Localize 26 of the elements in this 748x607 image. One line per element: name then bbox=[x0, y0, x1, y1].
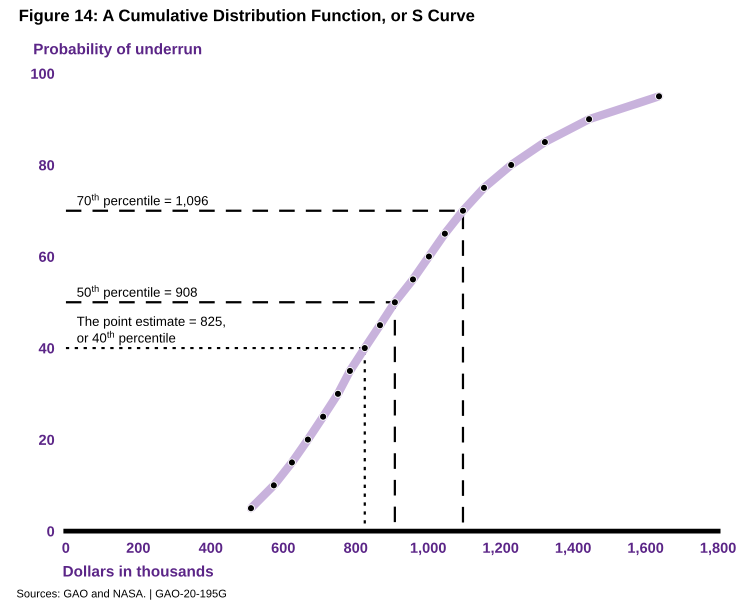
y-tick-label: 0 bbox=[47, 526, 54, 537]
x-axis-title: Dollars in thousands bbox=[64, 565, 214, 577]
annotation: The point estimate = 825, or 40$^{th}$ percentile bbox=[76, 316, 225, 346]
x-tick-label: 1,400 bbox=[556, 542, 591, 556]
chart-title: Figure 14: A Cumulative Distribution Function, or S Curve bbox=[20, 9, 474, 25]
y-tick-label: 40 bbox=[38, 343, 54, 354]
x-tick-label: 400 bbox=[198, 542, 222, 553]
source-note: Sources: GAO and NASA. | GAO-20-195G bbox=[16, 589, 226, 600]
point bbox=[459, 206, 467, 215]
y-tick-label: 20 bbox=[39, 434, 54, 446]
annotation: 50$^{th}$ percentile = 908 bbox=[77, 285, 197, 300]
y-tick-label: 100 bbox=[31, 68, 54, 79]
y-axis-title: Probability of underrun bbox=[34, 43, 202, 58]
annotation: 70$^{th}$ percentile = 1,096 bbox=[77, 194, 208, 208]
x-tick-label: 1,800 bbox=[700, 542, 736, 556]
x-tick-label: 800 bbox=[344, 542, 368, 553]
point bbox=[360, 344, 369, 352]
x-tick-label: 200 bbox=[126, 542, 150, 553]
x-tick-label: 1,000 bbox=[410, 542, 446, 556]
y-tick-label: 80 bbox=[38, 160, 54, 170]
x-tick-label: 1,200 bbox=[483, 542, 518, 556]
x-tick-label: 0 bbox=[62, 542, 70, 553]
x-tick-label: 600 bbox=[272, 542, 295, 553]
point bbox=[390, 298, 399, 306]
y-tick-label: 60 bbox=[39, 252, 54, 262]
x-tick-label: 1,600 bbox=[628, 542, 664, 556]
